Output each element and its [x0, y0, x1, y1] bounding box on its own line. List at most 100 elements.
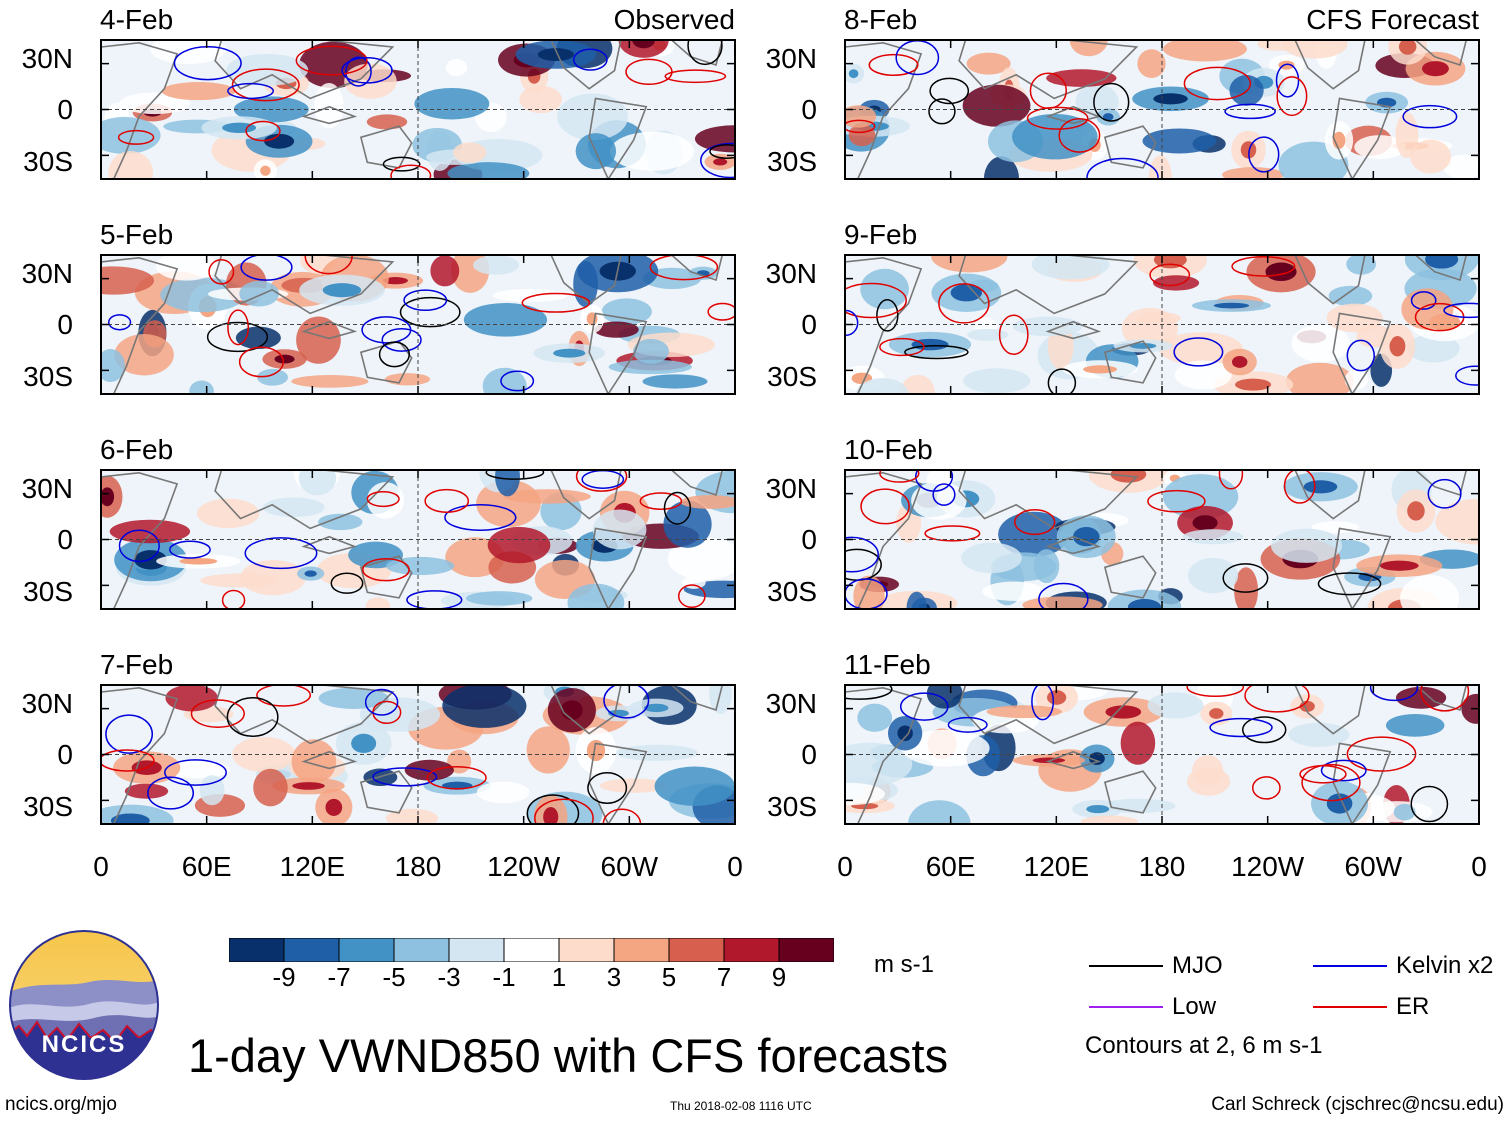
wind-anomaly-cell [601, 298, 652, 325]
continent-outline [845, 686, 923, 824]
wind-anomaly-cell [1137, 49, 1166, 78]
wave-contour [1224, 103, 1276, 120]
panel-date-label: 7-Feb [100, 649, 174, 680]
colorbar-swatch [448, 937, 505, 963]
wind-anomaly-cell [257, 368, 289, 386]
wind-anomaly-core [322, 283, 362, 298]
website-link[interactable]: ncics.org/mjo [5, 1094, 117, 1115]
wind-anomaly-cell [1354, 135, 1406, 160]
wind-anomaly-cell [262, 497, 325, 518]
wind-anomaly-cell [155, 255, 218, 281]
continent-outline [214, 470, 395, 530]
continent-outline [101, 686, 179, 824]
wind-anomaly-cell [1031, 255, 1110, 280]
wave-contour [330, 572, 364, 594]
wave-contour [208, 258, 235, 285]
wave-contour [572, 48, 608, 71]
wave-contour [231, 68, 300, 102]
wind-anomaly-cell [654, 766, 735, 807]
y-tick-label: 0 [57, 523, 73, 555]
continent-outline [958, 40, 1139, 100]
wave-contour [639, 492, 683, 511]
continent-outline [588, 742, 648, 824]
colorbar-swatch [393, 937, 450, 963]
wind-anomaly-core [1129, 343, 1157, 349]
wind-anomaly-cell [365, 597, 391, 609]
continent-outline [845, 41, 923, 179]
y-tick-label: 30N [21, 258, 73, 290]
wave-contour [938, 283, 990, 324]
wind-anomaly-cell [845, 742, 913, 787]
wind-anomaly-cell [906, 591, 927, 609]
wind-anomaly-cell [1410, 139, 1452, 174]
wind-anomaly-cell [1162, 40, 1247, 62]
wind-anomaly-core [897, 725, 913, 742]
author-credit: Carl Schreck (cjschrec@ncsu.edu) [1211, 1094, 1504, 1115]
wind-anomaly-cell [189, 380, 214, 394]
wind-anomaly-cell [161, 82, 236, 101]
wave-contour [238, 346, 285, 378]
wave-contour [521, 292, 591, 313]
wind-anomaly-cell [848, 124, 876, 147]
continent-outline [359, 555, 413, 599]
wave-contour [1320, 759, 1367, 782]
wave-contour [1276, 76, 1308, 117]
map-panel-6-Feb [100, 469, 736, 610]
continent-outline [958, 685, 1139, 745]
colorbar-tick-label: 1 [551, 962, 567, 992]
wind-anomaly-core [292, 782, 325, 790]
wave-contour [1026, 106, 1089, 130]
wind-anomaly-core [304, 570, 317, 577]
map-panel-7-Feb [100, 684, 736, 825]
wind-anomaly-cell [1395, 686, 1447, 709]
wave-contour [169, 540, 211, 559]
map-panel-9-Feb [844, 254, 1480, 395]
continent-outline [588, 527, 648, 609]
wave-contour [190, 699, 245, 728]
colorbar-swatch [503, 937, 560, 963]
map-panel-10-Feb [844, 469, 1480, 610]
wind-anomaly-cell [495, 470, 520, 497]
continent-outline [214, 255, 395, 315]
wind-anomaly-cell [519, 85, 563, 114]
wind-anomaly-cell [663, 500, 712, 548]
wind-anomaly-cell [1443, 154, 1479, 179]
wind-anomaly-core [1265, 262, 1297, 282]
wind-anomaly-cell [366, 114, 408, 130]
wave-contour [707, 302, 735, 321]
wind-anomaly-cell [680, 495, 735, 509]
wave-contour [1086, 157, 1159, 179]
wind-anomaly-cell [404, 759, 454, 781]
y-tick-label: 30N [765, 473, 817, 505]
wave-contour [663, 491, 692, 525]
wind-anomaly-cell [911, 481, 967, 520]
wind-anomaly-cell [926, 685, 963, 709]
x-tick-label: 120E [1023, 851, 1090, 882]
wave-contour [1093, 82, 1130, 122]
y-tick-label: 30S [767, 576, 817, 608]
wave-contour [226, 696, 279, 738]
y-tick-label: 30S [767, 791, 817, 823]
wave-contour [341, 57, 393, 84]
wind-anomaly-cell [1012, 316, 1083, 337]
continent-outline [670, 685, 724, 712]
continent-outline [359, 125, 413, 169]
wind-anomaly-cell [982, 581, 1045, 601]
wind-anomaly-cell [108, 151, 154, 179]
wind-anomaly-cell [472, 255, 520, 275]
wind-anomaly-cell [1080, 815, 1138, 824]
map-panel-4-Feb [100, 39, 736, 180]
x-tick-label: 60W [1344, 851, 1403, 882]
wind-anomaly-cell [291, 374, 369, 388]
legend-swatch-Kelvin x2 [1313, 965, 1387, 967]
wind-anomaly-core [1209, 708, 1224, 719]
x-tick-label: 0 [727, 851, 743, 882]
ncics-logo: NCICS [9, 930, 159, 1080]
continent-outline [1414, 40, 1468, 67]
y-tick-label: 0 [57, 93, 73, 125]
wave-contour [1031, 685, 1055, 721]
wind-anomaly-cell [447, 162, 530, 179]
wind-anomaly-cell [1022, 596, 1103, 609]
wind-anomaly-cell [235, 326, 281, 350]
continent-outline [1103, 770, 1157, 814]
